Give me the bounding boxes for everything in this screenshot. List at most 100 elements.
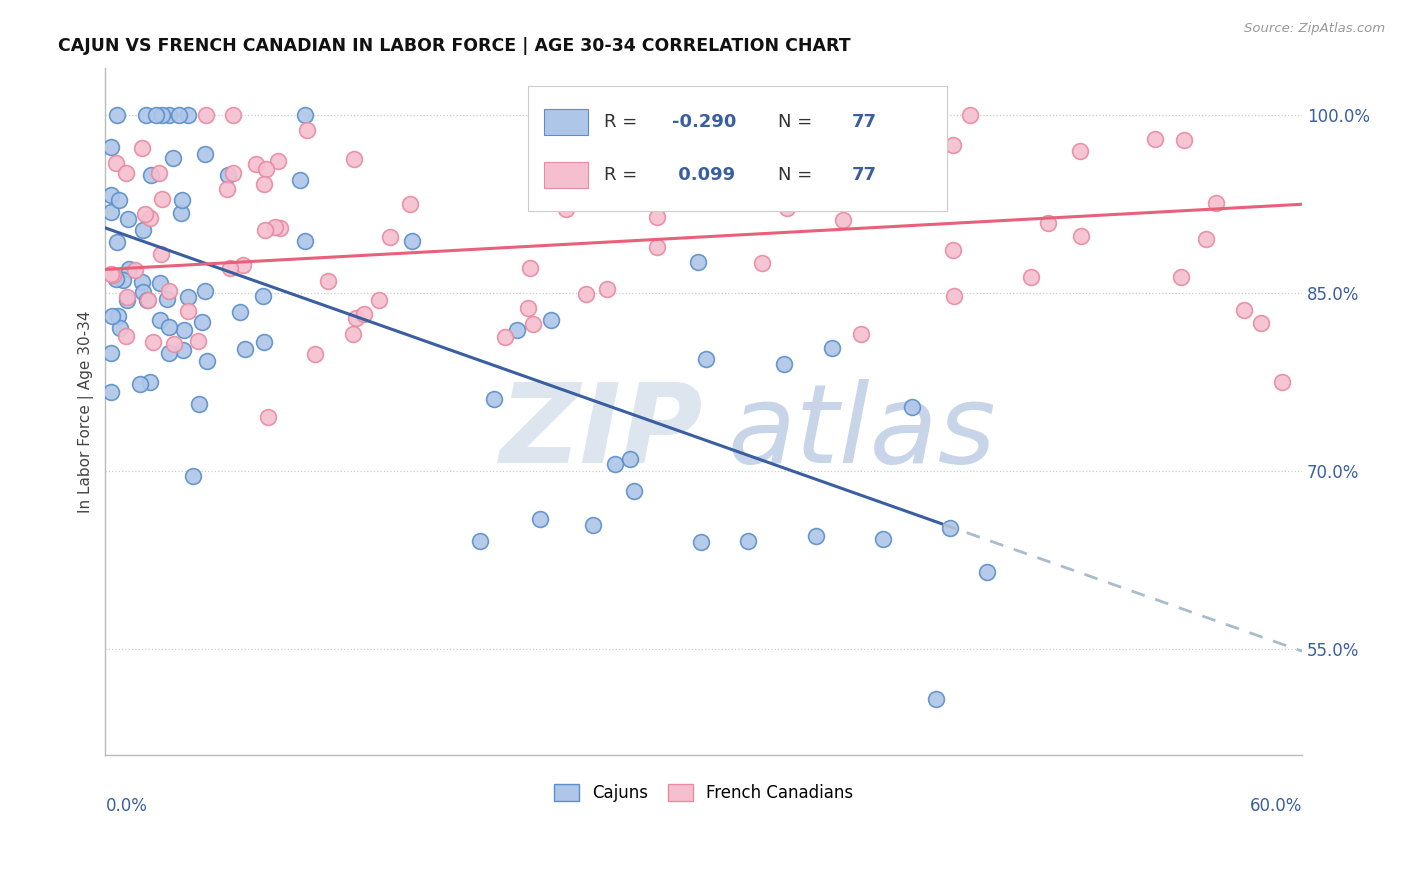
Point [734, 186, 756, 200]
Point [139, 168, 162, 182]
Point [117, 212, 139, 227]
Point [254, 161, 277, 176]
Point [596, 282, 619, 296]
Point [628, 186, 651, 200]
Point [737, 534, 759, 549]
Point [157, 108, 180, 122]
Text: 77: 77 [851, 113, 876, 131]
Point [157, 346, 180, 360]
Point [942, 243, 965, 257]
Point [821, 341, 844, 355]
Point [1170, 269, 1192, 284]
Text: N =: N = [778, 113, 817, 131]
Point [959, 108, 981, 122]
Point [142, 334, 165, 349]
Point [1069, 145, 1091, 159]
Point [253, 177, 276, 191]
Point [603, 457, 626, 471]
Point [150, 108, 173, 122]
Point [519, 260, 541, 275]
Point [135, 293, 157, 307]
Point [686, 254, 709, 268]
Point [695, 352, 717, 367]
Point [654, 196, 676, 211]
Point [108, 321, 131, 335]
Point [231, 258, 253, 272]
Point [1250, 316, 1272, 330]
Point [256, 409, 278, 424]
Point [294, 108, 316, 122]
Point [134, 207, 156, 221]
Point [157, 285, 180, 299]
FancyBboxPatch shape [529, 86, 948, 211]
Point [173, 323, 195, 337]
Point [506, 323, 529, 337]
Point [751, 256, 773, 270]
Point [105, 155, 128, 169]
Text: Source: ZipAtlas.com: Source: ZipAtlas.com [1244, 22, 1385, 36]
Point [131, 141, 153, 155]
Point [101, 310, 124, 324]
Point [235, 343, 257, 357]
Point [172, 343, 194, 357]
Point [139, 375, 162, 389]
Point [131, 275, 153, 289]
Point [619, 451, 641, 466]
Text: 0.0%: 0.0% [105, 797, 148, 814]
Point [105, 271, 128, 285]
Point [1271, 375, 1294, 389]
Point [252, 288, 274, 302]
Point [218, 260, 240, 275]
Point [136, 293, 159, 307]
Point [294, 234, 316, 248]
Point [149, 276, 172, 290]
Point [849, 326, 872, 341]
Point [831, 213, 853, 227]
Point [115, 166, 138, 180]
Point [162, 151, 184, 165]
Point [288, 173, 311, 187]
Point [108, 193, 131, 207]
Point [575, 287, 598, 301]
Y-axis label: In Labor Force | Age 30-34: In Labor Force | Age 30-34 [79, 310, 94, 513]
Point [353, 307, 375, 321]
Point [124, 262, 146, 277]
Text: 60.0%: 60.0% [1250, 797, 1302, 814]
Point [1021, 270, 1043, 285]
Point [380, 229, 402, 244]
Point [222, 166, 245, 180]
Point [222, 108, 245, 122]
Point [1205, 196, 1227, 211]
Point [494, 330, 516, 344]
Point [484, 392, 506, 406]
Point [1232, 302, 1254, 317]
Point [938, 521, 960, 535]
Point [304, 347, 326, 361]
Point [942, 137, 965, 152]
Point [540, 312, 562, 326]
Text: atlas: atlas [728, 379, 997, 486]
Point [269, 221, 291, 235]
Point [1195, 232, 1218, 246]
Point [107, 309, 129, 323]
Text: ZIP: ZIP [501, 379, 704, 486]
Point [735, 180, 758, 194]
Point [344, 310, 367, 325]
Point [115, 329, 138, 343]
Point [169, 108, 191, 122]
Point [188, 397, 211, 411]
Point [118, 262, 141, 277]
Point [775, 201, 797, 215]
Point [716, 108, 738, 122]
Point [112, 273, 135, 287]
Point [645, 210, 668, 224]
Point [172, 194, 194, 208]
Text: R =: R = [605, 166, 643, 185]
Point [105, 108, 128, 122]
Bar [544, 162, 588, 188]
Point [100, 346, 122, 360]
Point [267, 154, 290, 169]
Point [468, 533, 491, 548]
Point [529, 511, 551, 525]
Point [149, 247, 172, 261]
